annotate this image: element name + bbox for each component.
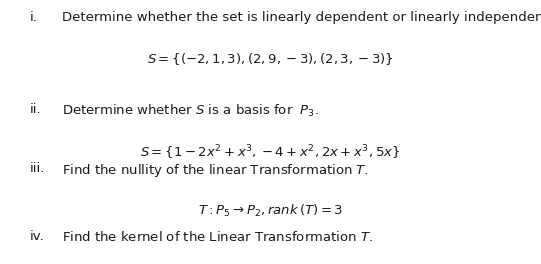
Text: i.: i.: [30, 11, 38, 23]
Text: $T: P_5 \rightarrow P_2, rank\,(T) = 3$: $T: P_5 \rightarrow P_2, rank\,(T) = 3$: [198, 203, 343, 219]
Text: ii.: ii.: [30, 103, 41, 116]
Text: Determine whether the set is linearly dependent or linearly independent.: Determine whether the set is linearly de…: [62, 11, 541, 23]
Text: $S = \{1 - 2x^2 + x^3, -4 + x^2, 2x + x^3, 5x\}$: $S = \{1 - 2x^2 + x^3, -4 + x^2, 2x + x^…: [141, 144, 400, 162]
Text: iii.: iii.: [30, 162, 45, 175]
Text: iv.: iv.: [30, 230, 44, 243]
Text: $S = \{(-2,1,3), (2,9,-3), (2,3,-3)\}$: $S = \{(-2,1,3), (2,9,-3), (2,3,-3)\}$: [147, 51, 394, 67]
Text: Determine whether $S$ is a basis for  $P_3$.: Determine whether $S$ is a basis for $P_…: [62, 103, 319, 119]
Text: Find the nullity of the linear Transformation $T$.: Find the nullity of the linear Transform…: [62, 162, 369, 179]
Text: Find the kernel of the Linear Transformation $T$.: Find the kernel of the Linear Transforma…: [62, 230, 373, 244]
